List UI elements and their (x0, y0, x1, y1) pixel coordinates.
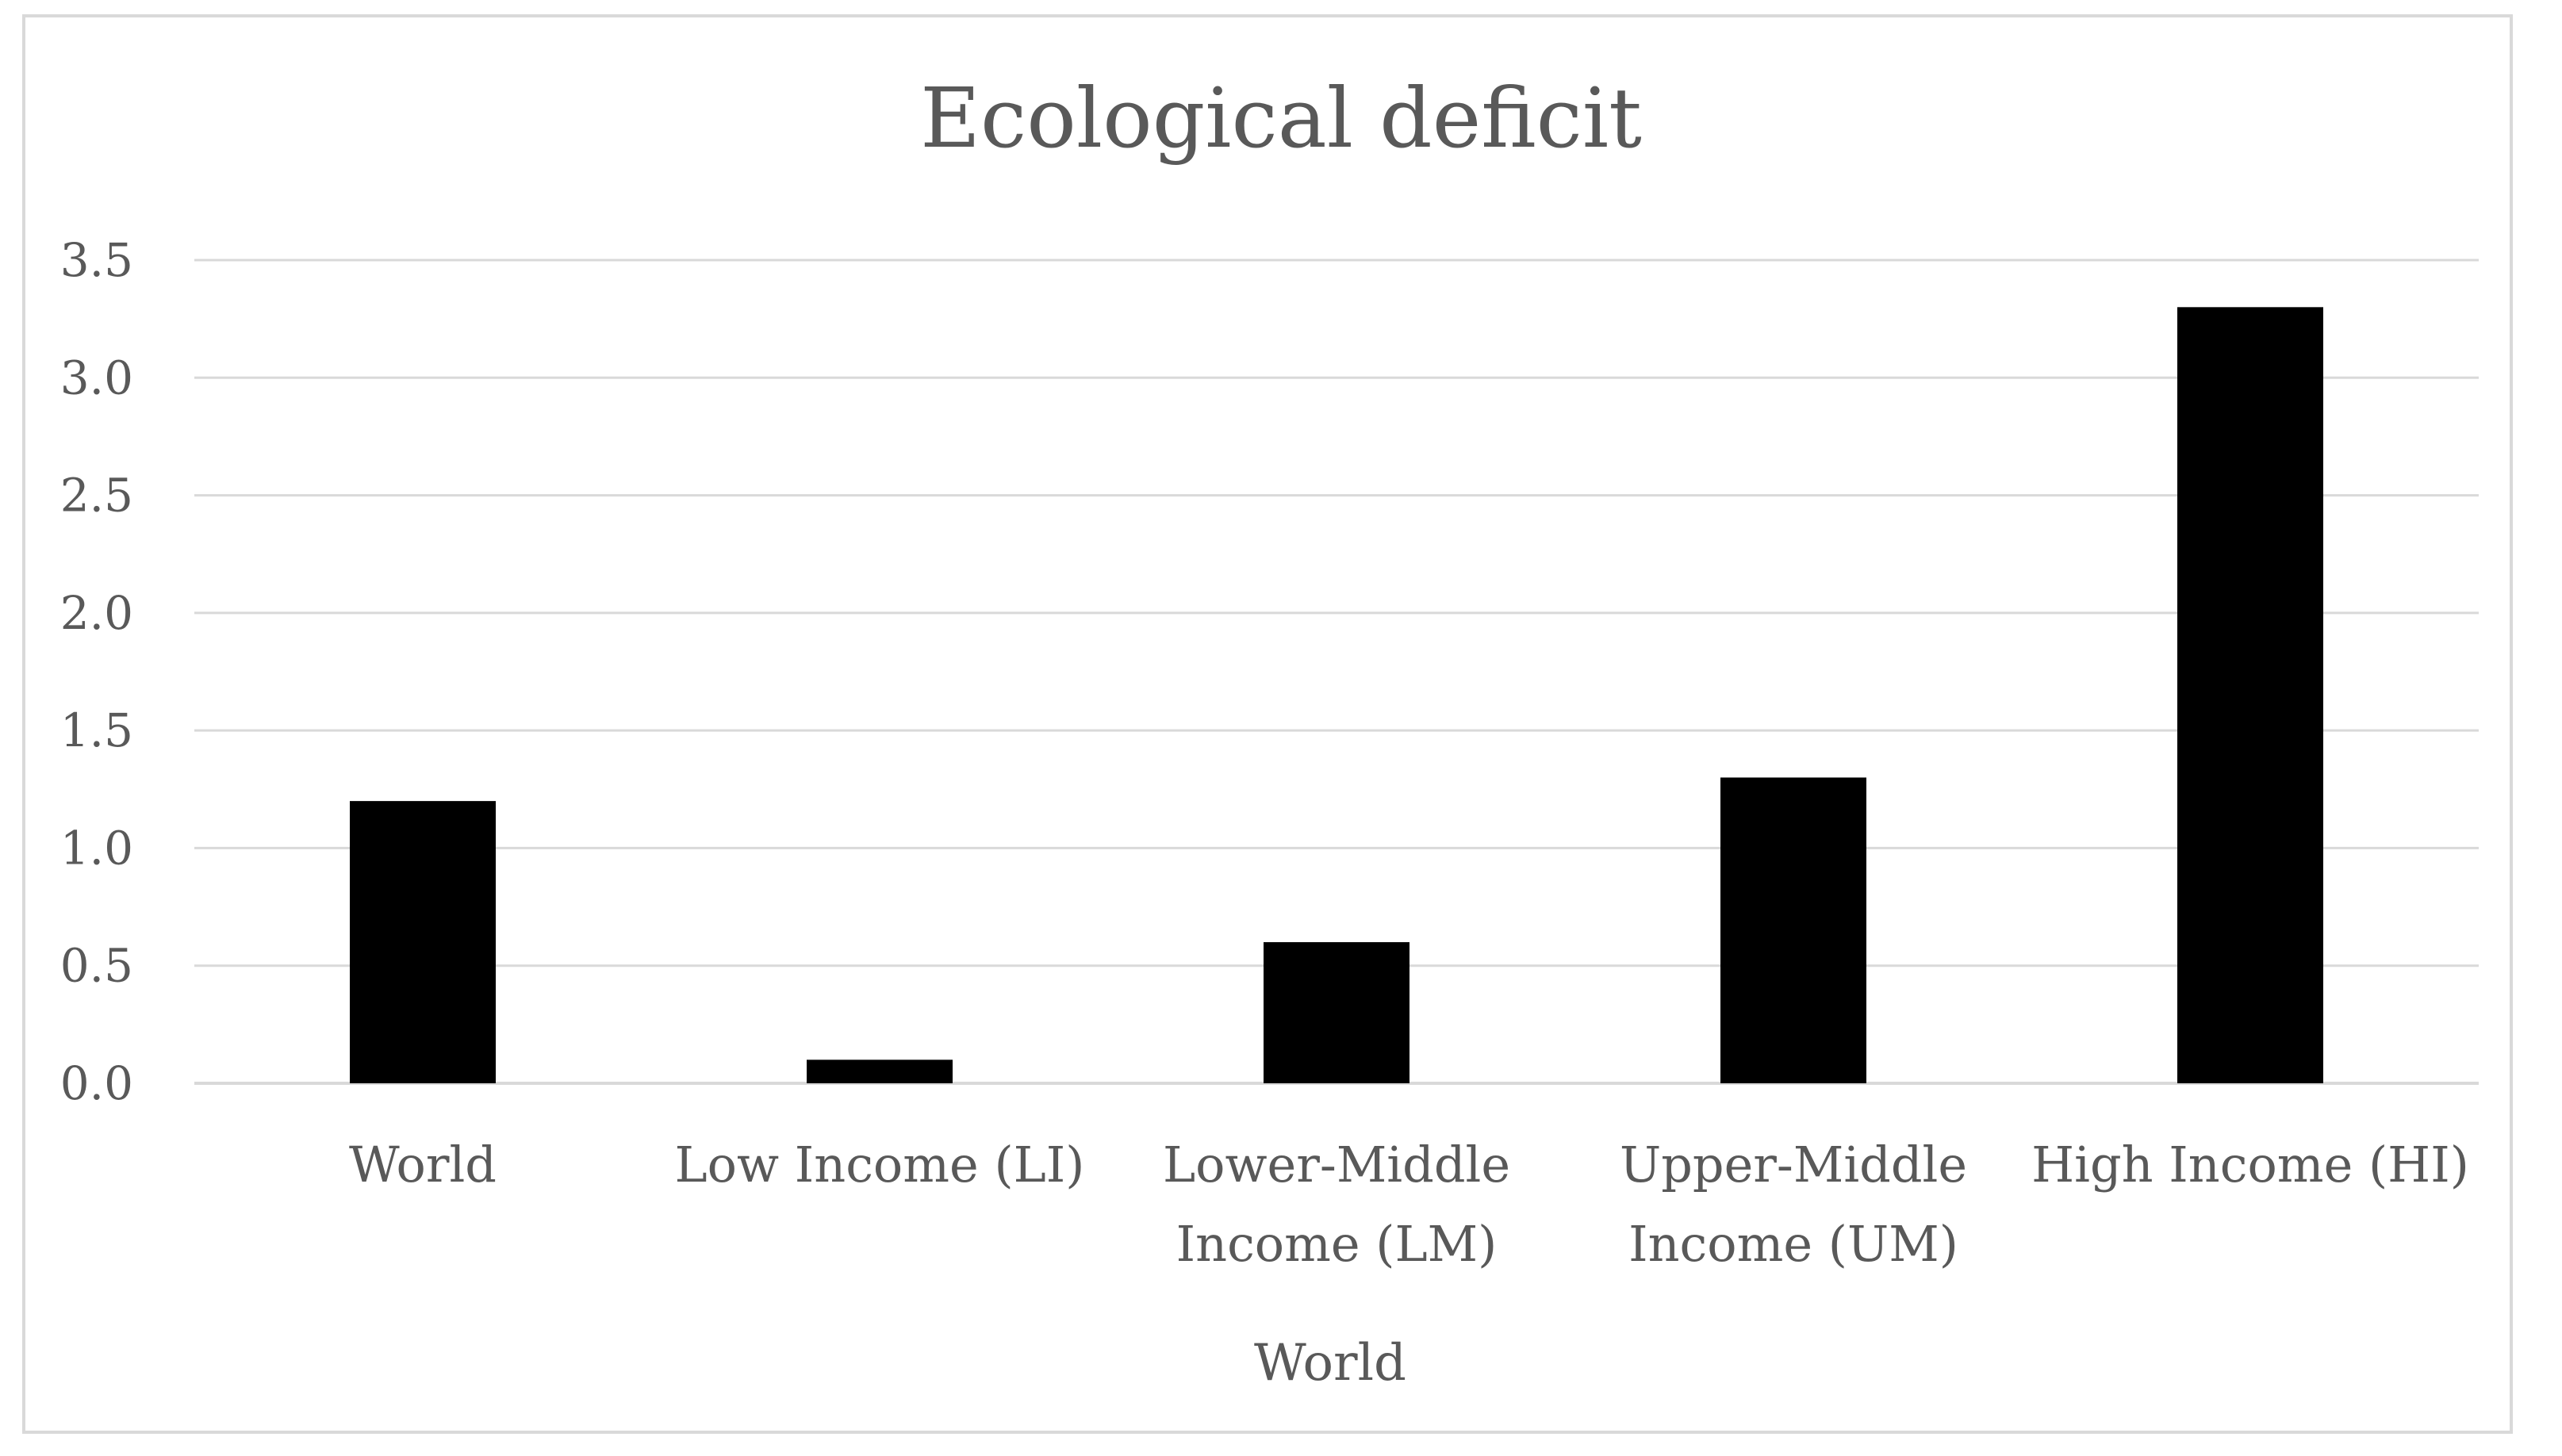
y-tick-label: 2.5 (60, 469, 133, 523)
y-tick-label: 0.5 (60, 939, 133, 993)
x-category-label-line: World (349, 1136, 497, 1194)
gridlines (194, 259, 2479, 1085)
x-category-label-line: Low Income (LI) (675, 1136, 1085, 1194)
y-tick-label: 3.0 (60, 351, 133, 404)
x-category-label: High Income (HI) (2031, 1136, 2469, 1194)
bar (1264, 942, 1409, 1083)
x-category-label-line: Lower-Middle (1163, 1136, 1510, 1194)
chart-frame (22, 14, 2513, 1434)
x-category-label-line: High Income (HI) (2031, 1136, 2469, 1194)
bars (350, 307, 2323, 1083)
x-category-label-line: Income (LM) (1176, 1215, 1498, 1273)
x-category-label-line: Upper-Middle (1620, 1136, 1967, 1194)
bar (2177, 307, 2323, 1083)
y-tick-label: 2.0 (60, 586, 133, 640)
y-tick-label: 1.5 (60, 703, 133, 757)
y-axis-tick-labels: 0.0 0.5 1.0 1.5 2.0 2.5 3.0 3.5 (60, 233, 133, 1110)
y-tick-label: 3.5 (60, 233, 133, 287)
x-category-label: Upper-Middle Income (UM) (1620, 1136, 1967, 1273)
x-category-label: Lower-Middle Income (LM) (1163, 1136, 1510, 1273)
bar (1720, 777, 1866, 1083)
x-axis-category-labels: World Low Income (LI) Lower-Middle Income (… (349, 1136, 2469, 1273)
bar (350, 801, 496, 1083)
y-tick-label: 0.0 (60, 1056, 133, 1110)
chart-title: Ecological deficit (920, 70, 1642, 167)
x-axis-title: World (1254, 1334, 1406, 1393)
y-tick-label: 1.0 (60, 821, 133, 875)
x-category-label-line: Income (UM) (1628, 1215, 1958, 1273)
x-category-label: World (349, 1136, 497, 1194)
bar (807, 1059, 953, 1083)
x-category-label: Low Income (LI) (675, 1136, 1085, 1194)
